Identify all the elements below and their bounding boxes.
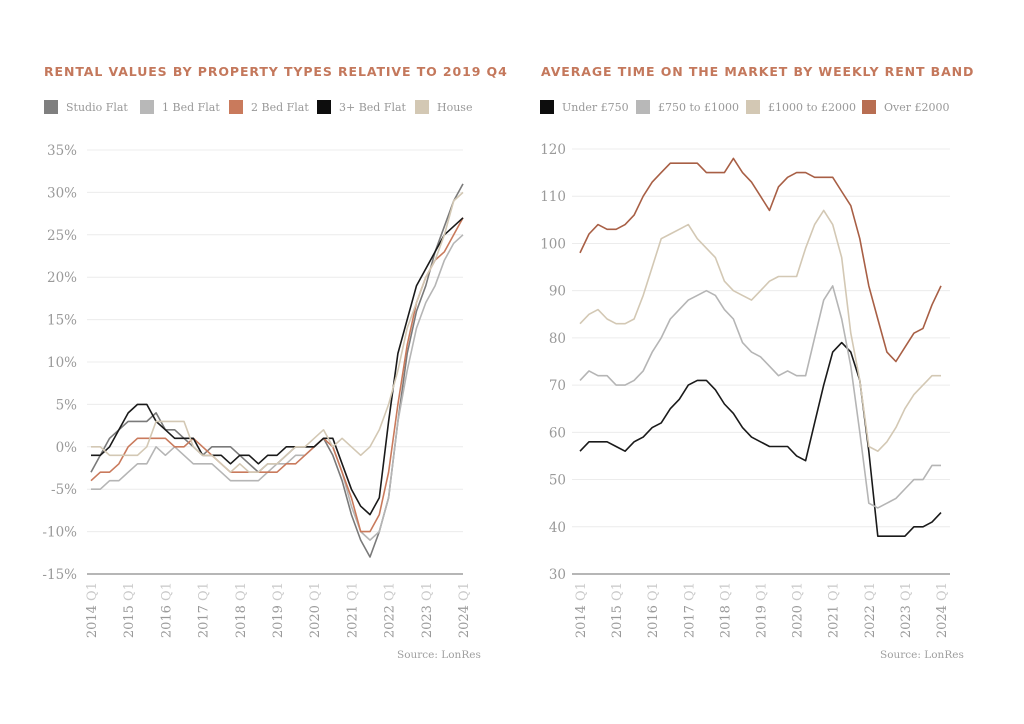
x-tick-label: 2017 Q1 xyxy=(197,582,212,638)
legend-item-1-bed-flat: 1 Bed Flat xyxy=(140,100,220,114)
series-line-1000-to-2000 xyxy=(579,209,941,453)
y-tick-label: 20% xyxy=(47,270,77,286)
x-tick-label: 2014 Q1 xyxy=(85,582,100,638)
legend-item-3-plus-bed-flat: 3+ Bed Flat xyxy=(317,100,406,114)
y-tick-label: 100 xyxy=(540,236,566,252)
x-tick-label: 2022 Q1 xyxy=(383,582,398,638)
x-tick-label: 2020 Q1 xyxy=(791,582,806,638)
x-tick-label: 2024 Q1 xyxy=(457,582,472,638)
legend-item-over-2000: Over £2000 xyxy=(862,100,950,114)
legend-label: House xyxy=(437,100,473,114)
x-tick-label: 2023 Q1 xyxy=(899,582,914,638)
legend-label: 1 Bed Flat xyxy=(162,100,220,114)
legend-swatch-icon xyxy=(636,100,650,114)
legend-swatch-icon xyxy=(317,100,331,114)
y-tick-label: 80 xyxy=(549,331,566,347)
x-tick-label: 2015 Q1 xyxy=(122,582,137,638)
legend-label: Over £2000 xyxy=(884,100,950,114)
chart-rental-values: 35% 30% 25% 20% 15% 10% 5% 0% -5% -10% -15% 2014 Q1… xyxy=(42,143,472,638)
legend-label: Under £750 xyxy=(562,100,629,114)
x-tick-label: 2016 Q1 xyxy=(646,582,661,638)
y-tick-label: -10% xyxy=(42,525,77,541)
y-tick-label: 110 xyxy=(540,189,566,205)
source-note-left: Source: LonRes xyxy=(397,649,481,661)
legend-item-750-to-1000: £750 to £1000 xyxy=(636,100,739,114)
x-tick-label: 2021 Q1 xyxy=(827,582,842,638)
y-tick-label: 15% xyxy=(47,313,77,329)
legend-label: 3+ Bed Flat xyxy=(339,100,406,114)
series-line-house xyxy=(91,191,464,474)
y-tick-label: 10% xyxy=(47,355,77,371)
x-tick-label: 2022 Q1 xyxy=(863,582,878,638)
y-tick-label: 35% xyxy=(47,143,77,159)
series-line-1-bed-flat xyxy=(91,234,464,541)
y-tick-label: 60 xyxy=(549,425,566,441)
series-line-under-750 xyxy=(579,341,942,538)
legend-label: 2 Bed Flat xyxy=(251,100,309,114)
legend-item-1000-to-2000: £1000 to £2000 xyxy=(746,100,856,114)
chart-time-on-market: 120 110 100 90 80 70 60 50 40 30 2014 Q1 2015 Q1 201… xyxy=(540,142,950,638)
y-tick-label: 25% xyxy=(47,228,77,244)
x-tick-label: 2019 Q1 xyxy=(755,582,770,638)
legend-item-2-bed-flat: 2 Bed Flat xyxy=(229,100,309,114)
chart-title-rental-values: RENTAL VALUES BY PROPERTY TYPES RELATIVE… xyxy=(44,64,508,79)
series-line-2-bed-flat xyxy=(90,217,464,533)
legend-item-under-750: Under £750 xyxy=(540,100,629,114)
legend-swatch-icon xyxy=(746,100,760,114)
x-tick-label: 2017 Q1 xyxy=(682,582,697,638)
legend-swatch-icon xyxy=(140,100,154,114)
source-note-right: Source: LonRes xyxy=(880,649,964,661)
legend-label: £750 to £1000 xyxy=(658,100,740,114)
y-tick-label: 0% xyxy=(56,440,78,456)
y-tick-label: -15% xyxy=(42,567,77,583)
legend-swatch-icon xyxy=(229,100,243,114)
legend-item-house: House xyxy=(415,100,472,114)
series-line-750-to-1000 xyxy=(579,285,941,509)
x-tick-label: 2014 Q1 xyxy=(574,582,589,638)
y-tick-label: 30% xyxy=(47,185,77,201)
x-tick-label: 2018 Q1 xyxy=(718,582,733,638)
legend-swatch-icon xyxy=(415,100,429,114)
x-tick-label: 2015 Q1 xyxy=(610,582,625,638)
legend-item-studio-flat: Studio Flat xyxy=(44,100,128,114)
y-tick-label: 50 xyxy=(549,473,566,489)
x-tick-label: 2019 Q1 xyxy=(271,582,286,638)
series-line-3plus-bed-flat xyxy=(91,217,464,516)
x-tick-label: 2021 Q1 xyxy=(345,582,360,638)
x-tick-label: 2016 Q1 xyxy=(159,582,174,638)
y-tick-label: 30 xyxy=(549,567,566,583)
series-line-over-2000 xyxy=(579,157,942,363)
legend-label: Studio Flat xyxy=(66,100,128,114)
x-tick-label: 2020 Q1 xyxy=(308,582,323,638)
chart-title-time-on-market: AVERAGE TIME ON THE MARKET BY WEEKLY REN… xyxy=(541,64,975,79)
legend-label: £1000 to £2000 xyxy=(768,100,857,114)
x-tick-label: 2024 Q1 xyxy=(935,582,950,638)
y-tick-label: 40 xyxy=(549,520,566,536)
legend-swatch-icon xyxy=(44,100,58,114)
y-tick-label: 120 xyxy=(540,142,566,158)
y-tick-label: 5% xyxy=(56,397,78,413)
x-tick-label: 2023 Q1 xyxy=(420,582,435,638)
y-tick-label: -5% xyxy=(51,482,77,498)
legend-swatch-icon xyxy=(862,100,876,114)
x-tick-label: 2018 Q1 xyxy=(234,582,249,638)
y-tick-label: 70 xyxy=(549,378,566,394)
legend-swatch-icon xyxy=(540,100,554,114)
y-tick-label: 90 xyxy=(549,284,566,300)
